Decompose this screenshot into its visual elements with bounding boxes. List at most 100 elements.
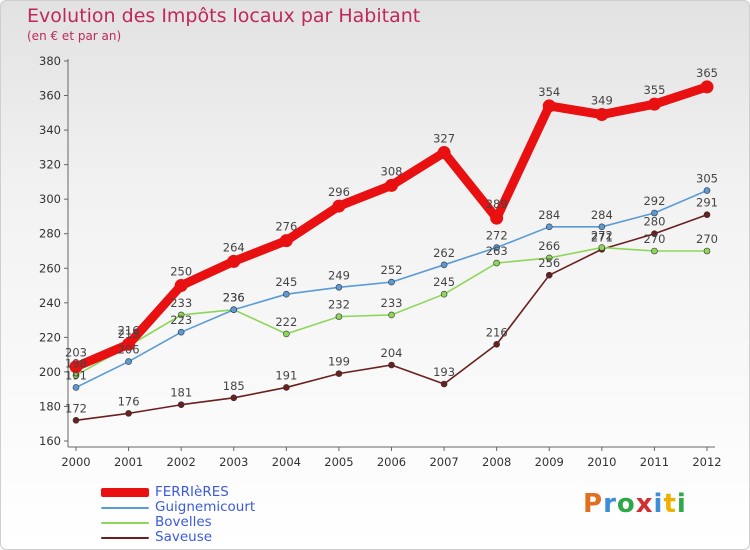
data-point (545, 271, 553, 279)
data-point (279, 234, 293, 248)
legend-swatch (101, 521, 149, 524)
data-point (493, 259, 500, 267)
data-label: 203 (65, 346, 87, 360)
data-label: 223 (170, 313, 192, 327)
data-label: 185 (223, 379, 245, 393)
data-label: 270 (696, 232, 718, 246)
data-label: 215 (118, 327, 140, 341)
data-point (598, 223, 606, 231)
data-point (125, 410, 132, 417)
data-point (647, 97, 661, 111)
data-point (703, 211, 711, 219)
data-point (72, 384, 80, 391)
data-label: 198 (65, 356, 87, 370)
data-point (545, 254, 553, 262)
data-label: 199 (328, 355, 350, 369)
x-tick-label: 2006 (377, 455, 406, 469)
data-point (174, 279, 188, 293)
data-label: 193 (433, 365, 455, 379)
data-point (283, 384, 290, 391)
data-label: 355 (643, 83, 665, 97)
data-point (227, 254, 241, 268)
y-tick-label: 220 (39, 330, 61, 344)
data-point (703, 187, 711, 194)
data-label: 232 (328, 298, 350, 312)
data-label: 264 (223, 240, 245, 254)
data-label: 222 (275, 315, 297, 329)
data-label: 284 (538, 208, 560, 222)
y-tick-label: 360 (39, 89, 61, 103)
data-point (440, 261, 448, 269)
data-point (335, 283, 343, 291)
proxiti-logo: Proxiti (583, 489, 687, 519)
data-point (335, 370, 343, 377)
y-tick-label: 180 (39, 399, 61, 413)
data-label: 289 (486, 197, 508, 211)
data-label: 292 (643, 194, 665, 208)
data-label: 296 (328, 185, 350, 199)
data-label: 191 (65, 368, 87, 382)
chart-subtitle: (en € et par an) (27, 29, 122, 43)
data-point (230, 394, 238, 402)
data-label: 181 (170, 386, 192, 400)
data-point (440, 290, 448, 298)
data-label: 263 (486, 244, 508, 258)
data-point (122, 337, 136, 351)
data-label: 249 (328, 268, 350, 282)
data-label: 266 (538, 239, 560, 253)
x-tick-label: 2000 (61, 455, 90, 469)
data-label: 191 (275, 368, 297, 382)
data-point (125, 358, 132, 365)
x-tick-label: 2008 (482, 455, 511, 469)
data-label: 280 (643, 215, 665, 229)
x-tick-label: 2002 (167, 455, 196, 469)
data-label: 172 (65, 401, 87, 415)
data-point (490, 211, 504, 225)
chart-title: Evolution des Impôts locaux par Habitant (27, 5, 421, 27)
data-label: 206 (118, 343, 140, 357)
data-label: 204 (381, 346, 403, 360)
legend-item: FERRIèRES (101, 485, 255, 500)
y-tick-label: 200 (39, 365, 61, 379)
data-point (493, 244, 500, 251)
data-label: 284 (591, 208, 613, 222)
data-label: 176 (118, 394, 140, 408)
data-label: 276 (275, 220, 297, 234)
legend-label: Bovelles (155, 514, 212, 530)
data-point (177, 311, 185, 319)
data-label: 245 (433, 275, 455, 289)
legend-item: Bovelles (101, 515, 255, 530)
x-tick-label: 2007 (429, 455, 458, 469)
legend-item: Saveuse (101, 530, 255, 545)
x-tick-label: 2001 (114, 455, 143, 469)
data-label: 256 (538, 256, 560, 270)
legend-label: Saveuse (155, 529, 213, 545)
data-point (177, 328, 185, 336)
data-label: 262 (433, 246, 455, 260)
data-label: 236 (223, 291, 245, 305)
data-label: 354 (538, 85, 560, 99)
data-label: 365 (696, 66, 718, 80)
data-point (703, 247, 711, 255)
data-point (230, 306, 238, 314)
data-point (388, 311, 395, 319)
data-point (332, 199, 346, 213)
x-tick-label: 2004 (272, 455, 301, 469)
x-tick-label: 2010 (587, 455, 616, 469)
data-point (283, 330, 290, 338)
data-point (385, 178, 398, 192)
data-point (651, 247, 658, 255)
data-label: 349 (591, 94, 613, 108)
data-point (69, 360, 83, 374)
data-point (283, 290, 290, 298)
data-point (440, 380, 448, 388)
x-tick-label: 2012 (692, 455, 721, 469)
data-label: 245 (275, 275, 297, 289)
data-point (542, 99, 556, 113)
data-label: 233 (170, 296, 192, 310)
chart-legend: FERRIèRES Guignemicourt Bovelles Saveuse (101, 485, 255, 545)
data-label: 305 (696, 172, 718, 186)
data-label: 252 (381, 263, 403, 277)
legend-label: Guignemicourt (155, 499, 256, 515)
